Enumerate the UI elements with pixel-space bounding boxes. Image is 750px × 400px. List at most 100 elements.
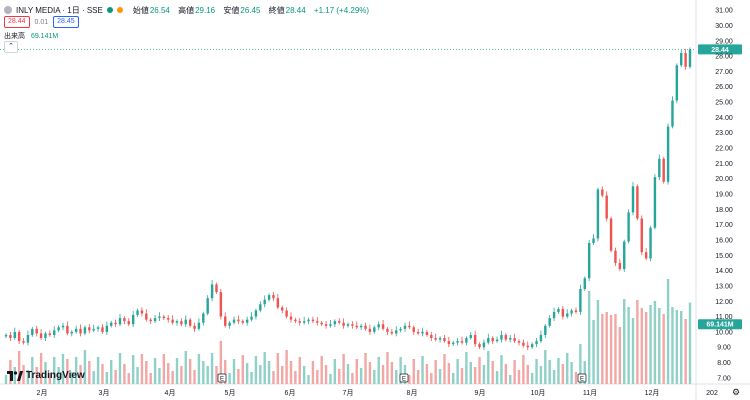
candle: [513, 333, 516, 343]
candle: [254, 308, 258, 320]
tradingview-logo[interactable]: TradingView: [7, 370, 85, 381]
candle: [48, 330, 52, 337]
sell-button[interactable]: 28.44: [4, 16, 30, 28]
volume-bar: [224, 360, 227, 384]
candle: [346, 322, 350, 328]
volume-bar: [662, 314, 665, 384]
candle: [110, 320, 113, 328]
candle: [149, 317, 152, 325]
price-tick-label: 7.00: [717, 375, 731, 382]
candle: [39, 329, 43, 340]
volume-bar: [228, 373, 231, 384]
volume-legend[interactable]: 出来高 69.141M: [4, 31, 58, 41]
volume-bar: [215, 366, 218, 384]
candle: [487, 333, 490, 345]
volume-bar: [285, 350, 288, 384]
candle-body: [535, 341, 538, 345]
candle-body: [377, 324, 380, 328]
candle: [342, 318, 345, 329]
candle: [167, 315, 170, 323]
candle-body: [618, 262, 622, 270]
watermark-text: TradingView: [26, 370, 85, 381]
volume-bar: [110, 360, 113, 384]
candle: [57, 325, 60, 333]
volume-bar: [35, 367, 38, 384]
gear-icon[interactable]: ⚙: [731, 387, 741, 397]
candle: [601, 186, 604, 198]
candle: [636, 184, 639, 221]
candle-body: [70, 331, 73, 334]
volume-bar: [671, 307, 674, 384]
volume-bar: [307, 375, 310, 384]
candle-body: [570, 310, 573, 314]
candle: [416, 328, 420, 336]
volume-bar: [320, 356, 323, 384]
candle-body: [114, 322, 117, 325]
volume-bar: [241, 355, 244, 384]
candle: [430, 331, 433, 341]
candle: [412, 325, 415, 335]
candle: [74, 325, 78, 334]
volume-bar: [653, 301, 657, 384]
candle-body: [329, 324, 332, 326]
candle: [583, 276, 586, 291]
candle-body: [158, 316, 161, 319]
volume-bar: [316, 370, 319, 384]
volume-bar: [465, 352, 468, 384]
market-status-icon: [106, 7, 113, 13]
candle-body: [197, 322, 201, 329]
candle: [281, 305, 284, 314]
volume-bar: [131, 355, 135, 384]
candle-body: [386, 328, 389, 332]
candle-body: [298, 321, 301, 323]
volume-bar: [601, 314, 604, 384]
data-delay-icon: [116, 7, 123, 13]
candle: [127, 318, 130, 327]
volume-bar: [587, 291, 591, 384]
candle: [662, 156, 665, 184]
candle: [267, 293, 271, 302]
buy-button[interactable]: 28.45: [53, 16, 79, 28]
close-value: 28.44: [285, 5, 306, 15]
price-tick-label: 28.00: [715, 54, 733, 61]
candle-body: [35, 328, 38, 334]
candle: [359, 323, 363, 331]
candle: [478, 342, 481, 350]
candle-body: [566, 313, 569, 317]
candle: [333, 319, 337, 328]
volume-bar: [188, 359, 192, 384]
price-tick-label: 12.00: [715, 299, 733, 306]
candle: [4, 333, 8, 339]
candle-body: [39, 333, 43, 339]
volume-bar: [53, 357, 56, 384]
candle-body: [272, 295, 275, 299]
candle: [9, 331, 12, 341]
candle: [592, 234, 595, 245]
candle: [307, 317, 310, 325]
candle: [83, 325, 87, 336]
candle: [618, 258, 622, 271]
candle-body: [596, 189, 600, 239]
volume-bar: [79, 365, 82, 384]
candle-body: [167, 318, 170, 320]
volume-bar: [644, 312, 648, 384]
volume-bar: [675, 310, 679, 384]
price-tick-label: 17.00: [715, 222, 733, 229]
candle-body: [31, 328, 34, 335]
candle-body: [267, 295, 271, 300]
candle: [162, 314, 166, 320]
candle-body: [447, 341, 451, 345]
high-value: 29.16: [195, 5, 216, 15]
candle: [206, 295, 209, 316]
volume-bar: [570, 362, 573, 384]
volume-bar: [552, 370, 556, 384]
volume-bar: [26, 370, 30, 384]
symbol-title[interactable]: INLY MEDIA · 1日 · SSE: [16, 5, 103, 15]
candle-body: [188, 319, 192, 326]
collapse-legend-button[interactable]: ⌃: [4, 41, 18, 53]
volume-bar: [158, 368, 161, 384]
candle-body: [592, 238, 595, 244]
candle-body: [74, 328, 78, 332]
candle-body: [381, 324, 385, 329]
